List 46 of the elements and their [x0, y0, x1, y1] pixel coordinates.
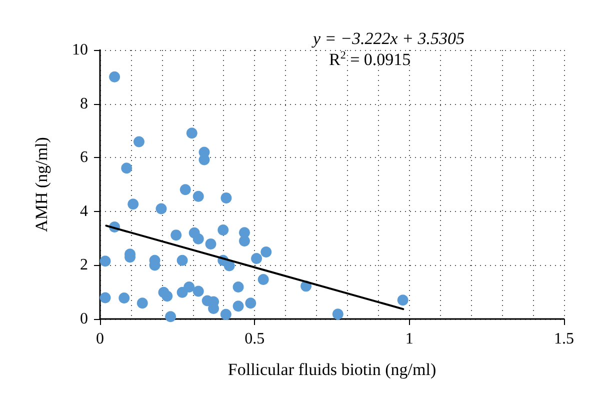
point: [100, 256, 111, 267]
point: [180, 184, 191, 196]
point: [238, 235, 250, 246]
x-tick-label: 1: [405, 330, 414, 348]
point: [220, 192, 232, 204]
text: y = −3.222x + 3.5305: [311, 29, 465, 48]
point: [133, 136, 144, 148]
point: [121, 162, 132, 174]
y-tick-label: 0: [80, 310, 88, 328]
point: [170, 230, 182, 241]
point: [260, 246, 272, 258]
point: [220, 308, 232, 320]
x-tick-label: 0: [96, 330, 104, 348]
point: [232, 300, 244, 312]
point: [176, 254, 188, 266]
point: [136, 298, 148, 309]
point: [192, 233, 204, 244]
point: [165, 311, 176, 322]
point: [100, 292, 111, 304]
x-axis-title: Follicular fluids biotin (ng/ml): [228, 360, 436, 379]
point: [224, 260, 235, 272]
point: [192, 190, 204, 202]
point: [245, 298, 256, 309]
point: [162, 290, 173, 302]
point: [397, 294, 408, 306]
point: [184, 281, 195, 292]
point: [232, 281, 244, 292]
point: [332, 308, 344, 320]
point: [109, 71, 120, 82]
point: [128, 198, 139, 210]
point: [218, 224, 229, 236]
point: [251, 252, 262, 264]
y-tick-label: 8: [80, 95, 88, 112]
y-tick-label: 4: [80, 202, 88, 220]
point: [186, 128, 198, 139]
y-tick-label: 6: [80, 149, 88, 166]
y-tick-label: 10: [72, 42, 88, 58]
point: [118, 292, 130, 304]
point: [192, 286, 204, 297]
point: [258, 274, 269, 285]
x-tick-label: 1.5: [554, 330, 574, 348]
point: [156, 203, 167, 214]
y-tick-label: 2: [80, 256, 88, 274]
x-tick-label: 0.5: [244, 330, 265, 348]
y-axis-title: AMH (ng/ml): [32, 137, 51, 232]
point: [205, 238, 216, 250]
